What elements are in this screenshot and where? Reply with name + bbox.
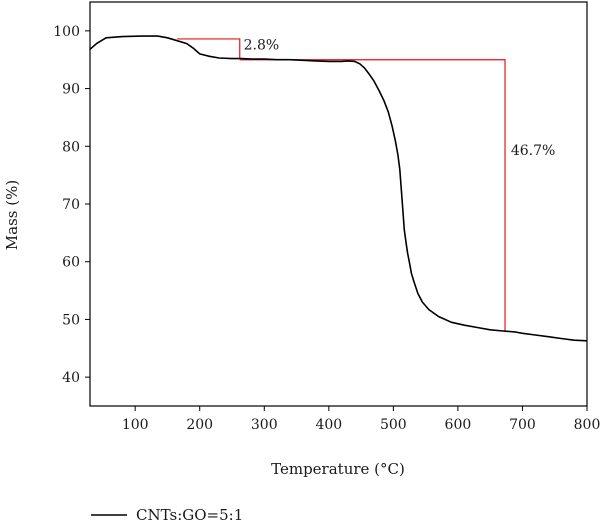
y-axis-title: Mass (%) (3, 180, 21, 250)
annotation-bracket-2 (239, 59, 506, 332)
legend: CNTs:GO=5:1 (91, 506, 243, 524)
axis-ticks: 100 200 300 400 500 600 700 800 40 50 60 70 80 90 100 (53, 24, 600, 433)
x-axis-title: Temperature (°C) (271, 460, 405, 478)
plot-frame-border (89, 1, 588, 407)
y-tick-label: 40 (62, 370, 80, 386)
legend-label: CNTs:GO=5:1 (136, 506, 243, 524)
x-tick-label: 600 (445, 417, 472, 433)
y-tick-label: 50 (62, 312, 80, 328)
x-tick-label: 400 (315, 417, 342, 433)
y-tick-label: 70 (62, 197, 80, 213)
x-tick-label: 800 (574, 417, 600, 433)
plot-frame (89, 1, 588, 407)
x-tick-label: 100 (122, 417, 149, 433)
annotation-label-1: 2.8% (244, 37, 280, 53)
y-tick-label: 100 (53, 24, 80, 40)
annotation-bracket-1 (177, 38, 241, 59)
x-tick-label: 500 (380, 417, 407, 433)
y-tick-label: 90 (62, 82, 80, 98)
series-line-1 (89, 35, 588, 342)
x-tick-label: 700 (509, 417, 536, 433)
series (89, 35, 588, 342)
y-tick-label: 60 (62, 255, 80, 271)
annotation-label-2: 46.7% (511, 143, 555, 159)
annotations: 2.8% 46.7% (177, 37, 555, 332)
x-tick-label: 200 (186, 417, 213, 433)
y-tick-label: 80 (62, 139, 80, 155)
x-tick-label: 300 (251, 417, 278, 433)
